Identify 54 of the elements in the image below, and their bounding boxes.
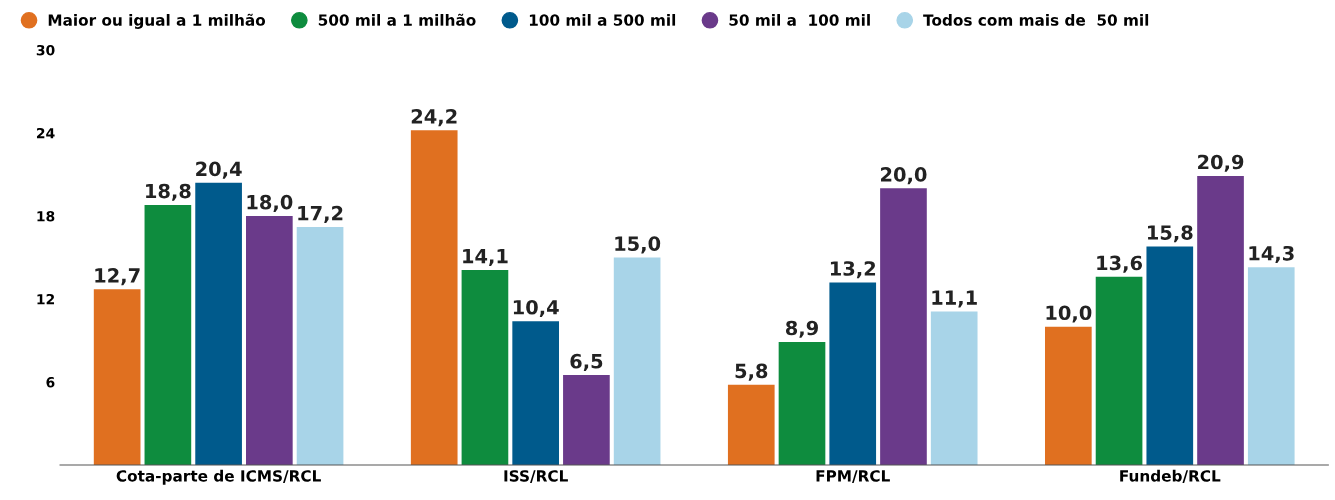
data-label: 6,5 <box>570 353 603 372</box>
bar <box>1197 175 1244 465</box>
bar <box>512 321 559 465</box>
data-label: 18,0 <box>247 194 293 212</box>
data-label: 12,7 <box>95 268 140 286</box>
legend-label: Todos com mais de 50 mil <box>923 14 1149 26</box>
data-label: 14,3 <box>1249 245 1294 264</box>
data-label: 18,8 <box>146 183 191 201</box>
bar <box>1146 246 1194 465</box>
bar <box>563 375 610 465</box>
bar <box>880 188 927 465</box>
data-label: 20,0 <box>881 167 927 185</box>
data-label: 11,1 <box>932 290 977 308</box>
bar <box>93 289 141 465</box>
legend-label: 100 mil a 500 mil <box>529 14 676 26</box>
y-tick-label: 12 <box>37 293 55 305</box>
x-tick-label: Cota-parte de ICMS/RCL <box>116 469 321 485</box>
bar <box>930 311 978 465</box>
bar <box>778 341 826 465</box>
legend-label: Maior ou igual a 1 milhão <box>48 13 266 29</box>
y-tick-label: 24 <box>36 127 55 139</box>
data-label: 15,0 <box>615 236 661 254</box>
data-label: 13,6 <box>1097 255 1143 273</box>
y-tick-label: 18 <box>37 210 55 222</box>
data-label: 20,9 <box>1198 154 1244 172</box>
bar <box>461 269 509 465</box>
bar <box>195 182 242 465</box>
x-tick-label: FPM/RCL <box>816 470 890 483</box>
data-label: 14,1 <box>463 248 508 266</box>
data-label: 8,9 <box>785 320 818 338</box>
x-tick-label: Fundeb/RCL <box>1120 469 1221 483</box>
bar <box>296 227 344 465</box>
y-tick-label: 6 <box>46 376 55 388</box>
data-label: 24,2 <box>411 108 457 127</box>
data-label: 10,0 <box>1046 305 1092 323</box>
legend-label: 500 mil a 1 milhão <box>318 13 476 26</box>
bar <box>410 130 458 465</box>
bar <box>1247 267 1295 465</box>
bar <box>1045 326 1092 465</box>
x-tick-label: ISS/RCL <box>504 470 568 483</box>
data-label: 13,2 <box>830 261 876 279</box>
data-label: 17,2 <box>298 205 343 224</box>
legend-label: 50 mil a 100 mil <box>729 14 870 26</box>
bar <box>727 384 775 465</box>
bar <box>144 204 192 465</box>
bar <box>829 282 877 465</box>
data-label: 20,4 <box>196 161 242 179</box>
bar <box>1095 276 1143 465</box>
bar <box>613 257 661 465</box>
y-tick-label: 30 <box>36 44 55 56</box>
data-label: 15,8 <box>1148 225 1193 243</box>
data-label: 5,8 <box>735 363 768 381</box>
data-label: 10,4 <box>513 299 559 318</box>
bar <box>246 216 293 465</box>
